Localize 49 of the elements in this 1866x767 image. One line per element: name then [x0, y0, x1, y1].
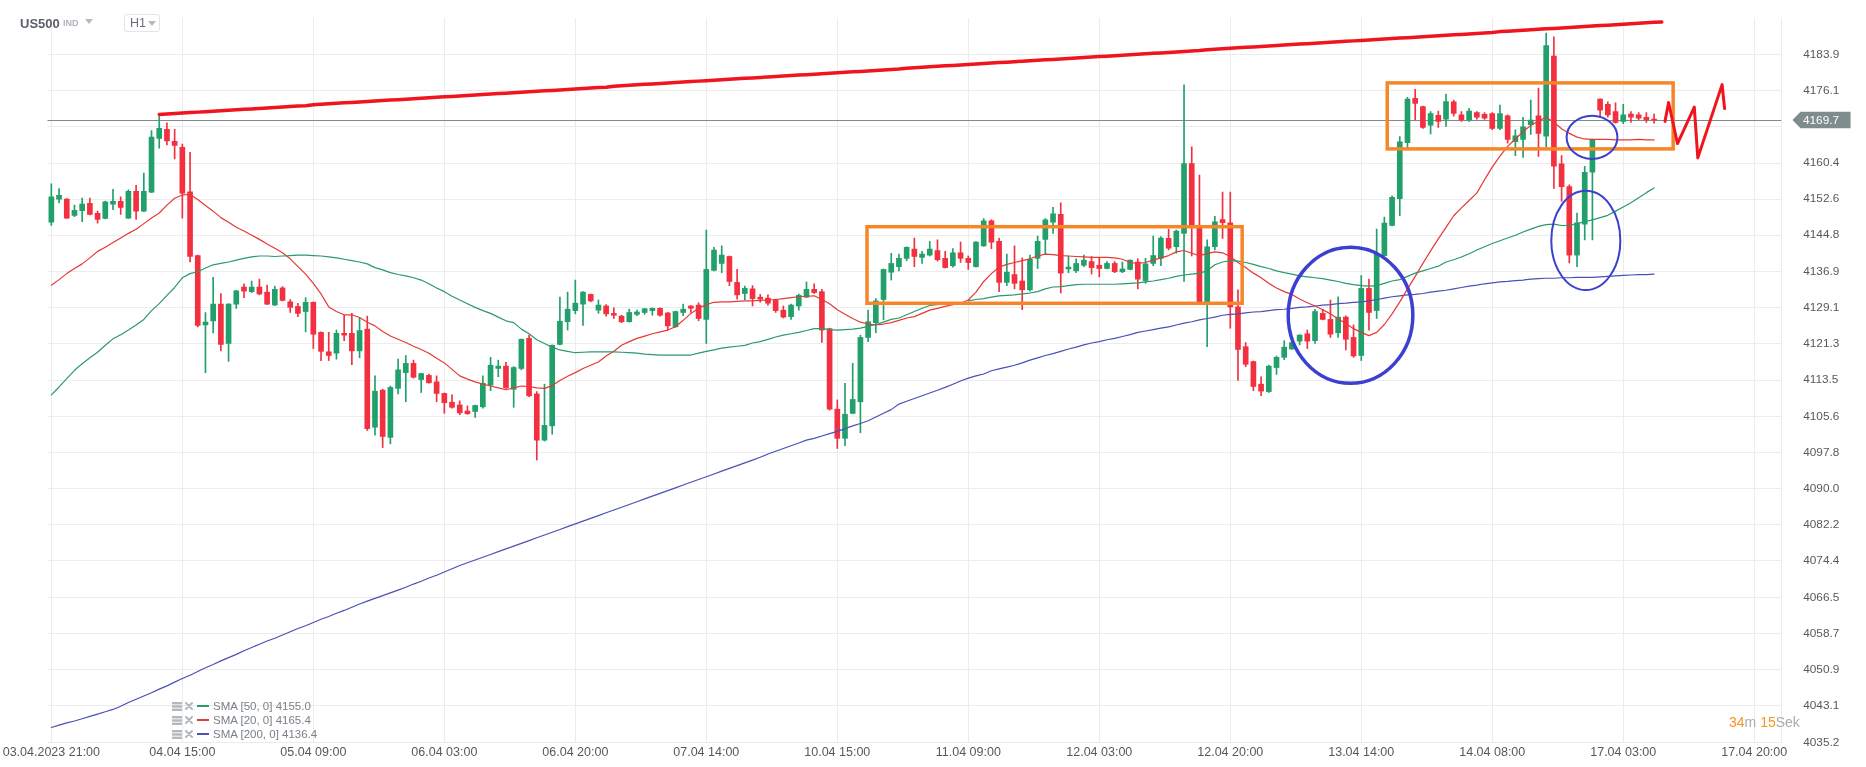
y-tick-label: 4121.3: [1803, 336, 1840, 351]
annotation: IND: [63, 18, 79, 29]
candlestick: [110, 189, 116, 211]
y-tick-label: 4050.9: [1803, 661, 1840, 676]
candlestick: [495, 359, 502, 378]
y-tick-label: 4097.8: [1803, 444, 1840, 459]
y-tick-label: 4035.2: [1803, 734, 1840, 749]
candlestick: [1412, 89, 1419, 121]
x-tick-label: 14.04 08:00: [1459, 745, 1526, 760]
y-tick-label: 4043.1: [1803, 698, 1840, 713]
y-tick-label: 4090.0: [1803, 481, 1840, 496]
y-tick-label: 4160.4: [1803, 155, 1840, 170]
y-tick-label: 4105.6: [1803, 408, 1840, 423]
candlestick: [325, 332, 332, 361]
y-tick-label: 4144.8: [1803, 227, 1840, 242]
y-tick-label: 4129.1: [1803, 300, 1840, 315]
y-tick-label: 4136.9: [1803, 264, 1840, 279]
ref-line-label: 4169.7: [1803, 112, 1840, 127]
y-tick-label: 4152.6: [1803, 191, 1840, 206]
legend-label: SMA [50, 0] 4155.0: [213, 699, 311, 713]
annotation: 34m 15Sek: [1729, 714, 1800, 730]
x-tick-label: 10.04 15:00: [804, 745, 871, 760]
y-tick-label: 4183.9: [1803, 46, 1840, 61]
x-tick-label: 07.04 14:00: [673, 745, 740, 760]
x-tick-label: 03.04.2023 21:00: [2, 745, 101, 760]
x-tick-label: 12.04 20:00: [1197, 745, 1264, 760]
legend-label: SMA [20, 0] 4165.4: [213, 713, 311, 727]
x-tick-label: 12.04 03:00: [1066, 745, 1133, 760]
dropdown-field: H1: [124, 14, 160, 32]
x-tick-label: 06.04 03:00: [411, 745, 478, 760]
chart-title: US500: [20, 16, 60, 31]
x-tick-label: 17.04 03:00: [1590, 745, 1657, 760]
y-tick-label: 4176.1: [1803, 82, 1840, 97]
y-tick-label: 4066.5: [1803, 589, 1840, 604]
annotation: H1: [130, 16, 146, 30]
x-tick-label: 05.04 09:00: [280, 745, 347, 760]
x-tick-label: 17.04 20:00: [1721, 745, 1788, 760]
x-tick-label: 11.04 09:00: [935, 745, 1001, 760]
legend-label: SMA [200, 0] 4136.4: [213, 727, 318, 741]
x-tick-label: 04.04 15:00: [149, 745, 216, 760]
candlestick: [1096, 257, 1103, 278]
y-tick-label: 4082.2: [1803, 517, 1840, 532]
candlestick: [402, 355, 409, 403]
y-tick-label: 4074.4: [1803, 553, 1840, 568]
y-tick-label: 4058.7: [1803, 625, 1840, 640]
x-tick-label: 13.04 14:00: [1328, 745, 1395, 760]
candlestick: [572, 279, 579, 315]
y-tick-label: 4113.5: [1803, 372, 1839, 387]
x-tick-label: 06.04 20:00: [542, 745, 609, 760]
